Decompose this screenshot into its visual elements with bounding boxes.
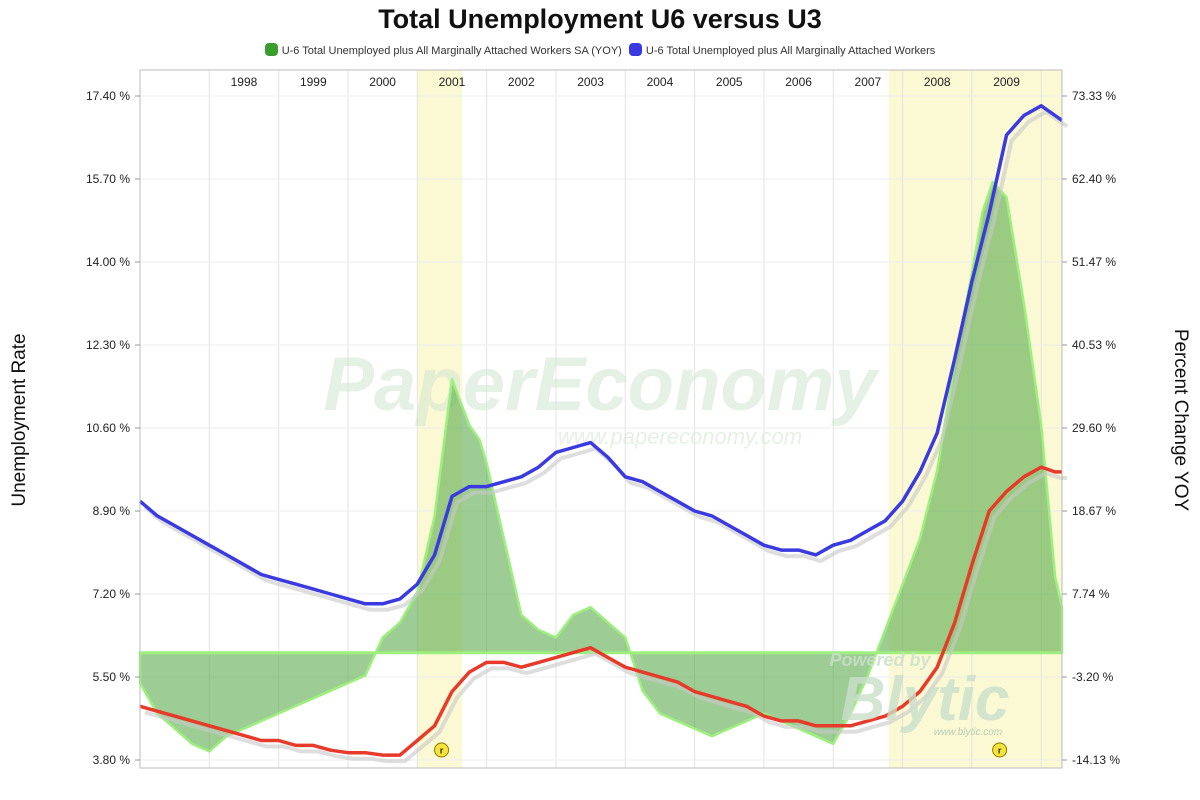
y-right-tick-label: 51.47 %	[1072, 255, 1116, 269]
watermark: PaperEconomy www.papereconomy.com	[323, 342, 880, 449]
y-left-tick-label: 14.00 %	[86, 255, 130, 269]
x-tick-label: 2004	[647, 75, 674, 89]
x-tick-label: 2001	[439, 75, 466, 89]
chart-title: Total Unemployment U6 versus U3	[378, 4, 822, 34]
x-tick-label: 2000	[369, 75, 396, 89]
y-right-tick-label: 62.40 %	[1072, 172, 1116, 186]
y-left-tick-label: 17.40 %	[86, 89, 130, 103]
powered-by-text: Powered by	[829, 650, 931, 670]
y-right-tick-label: -14.13 %	[1072, 753, 1120, 767]
legend-item-u6[interactable]: U-6 Total Unemployed plus All Marginally…	[628, 43, 936, 57]
y-right-tick-label: 18.67 %	[1072, 504, 1116, 518]
y-right-tick-label: -3.20 %	[1072, 670, 1114, 684]
x-tick-label: 2008	[924, 75, 951, 89]
legend-label-u6: U-6 Total Unemployed plus All Marginally…	[645, 45, 936, 57]
x-tick-label: 2005	[716, 75, 743, 89]
watermark-url: www.papereconomy.com	[558, 424, 802, 449]
plot-frame	[139, 69, 1063, 769]
u6-line	[138, 104, 1064, 606]
x-tick-label: 1999	[300, 75, 327, 89]
y-left-tick-label: 12.30 %	[86, 338, 130, 352]
y-right-tick-label: 40.53 %	[1072, 338, 1116, 352]
y-left-tick-label: 3.80 %	[93, 753, 131, 767]
watermark-brand: PaperEconomy	[323, 342, 880, 427]
u3-line	[139, 465, 1062, 757]
x-tick-label: 2006	[785, 75, 812, 89]
x-tick-label: 2002	[508, 75, 535, 89]
x-tick-label: 2003	[577, 75, 604, 89]
blytic-logo: Powered by Blytic www.blytic.com	[829, 650, 1009, 738]
blytic-url-text: www.blytic.com	[934, 727, 1002, 738]
x-tick-label: 1998	[231, 75, 258, 89]
y-left-tick-label: 15.70 %	[86, 172, 130, 186]
blytic-logo-text: Blytic	[841, 665, 1010, 734]
y-right-tick-label: 7.74 %	[1072, 587, 1110, 601]
x-tick-label: 2007	[855, 75, 882, 89]
recession-marker-label: r	[998, 746, 1002, 756]
recession-marker-label: r	[440, 746, 444, 756]
y-left-tick-label: 7.20 %	[93, 587, 131, 601]
legend-swatch-green	[264, 43, 278, 56]
legend-item-yoy[interactable]: U-6 Total Unemployed plus All Marginally…	[264, 43, 622, 57]
line-series	[138, 104, 1069, 764]
legend-label-yoy: U-6 Total Unemployed plus All Marginally…	[281, 45, 622, 57]
y-left-tick-label: 5.50 %	[93, 670, 131, 684]
y-right-tick-label: 29.60 %	[1072, 421, 1116, 435]
axes: 17.40 % 73.33 % 15.70 % 62.40 % 14.00 % 51.47…	[86, 69, 1120, 769]
recession-marker-1	[992, 742, 1008, 758]
y-left-tick-label: 10.60 %	[86, 421, 130, 435]
legend: U-6 Total Unemployed plus All Marginally…	[0, 43, 1200, 57]
y-left-tick-label: 8.90 %	[93, 504, 131, 518]
recession-marker-0	[434, 742, 450, 758]
y-right-tick-label: 73.33 %	[1072, 89, 1116, 103]
series-shadow-2	[144, 471, 1067, 764]
legend-swatch-blue	[628, 43, 642, 56]
x-tick-label: 2009	[993, 75, 1020, 89]
